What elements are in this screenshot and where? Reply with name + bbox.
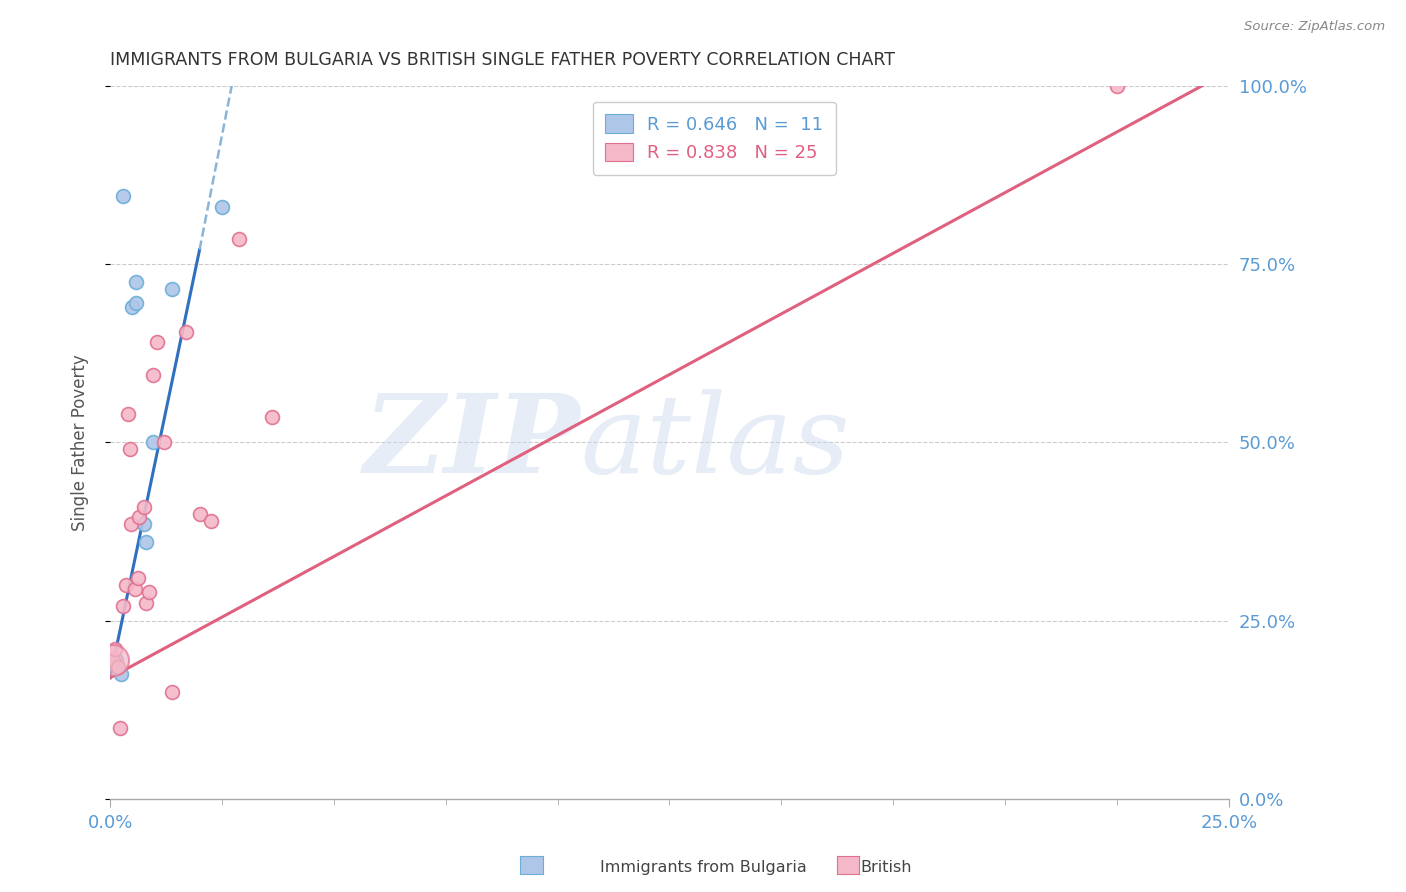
Point bbox=[188, 507, 211, 521]
Point bbox=[160, 282, 183, 296]
Point bbox=[127, 571, 149, 585]
Point bbox=[110, 667, 132, 681]
Point bbox=[107, 660, 129, 674]
Text: ZIP: ZIP bbox=[363, 389, 581, 496]
Point bbox=[262, 410, 284, 425]
Point bbox=[228, 232, 250, 246]
Point bbox=[142, 368, 165, 382]
Point bbox=[124, 582, 146, 596]
Point bbox=[1105, 78, 1128, 93]
Point bbox=[211, 200, 233, 214]
Point bbox=[135, 596, 157, 610]
Point bbox=[152, 435, 174, 450]
Point bbox=[200, 514, 222, 528]
Point bbox=[120, 442, 142, 457]
Text: atlas: atlas bbox=[581, 389, 849, 496]
Point bbox=[135, 535, 157, 549]
Point bbox=[117, 407, 139, 421]
Point bbox=[132, 517, 155, 532]
Point bbox=[146, 335, 169, 350]
Point bbox=[103, 653, 125, 667]
Point bbox=[112, 599, 135, 614]
Point bbox=[120, 517, 142, 532]
Point bbox=[138, 585, 160, 599]
Point bbox=[112, 189, 135, 203]
Legend: R = 0.646   N =  11, R = 0.838   N = 25: R = 0.646 N = 11, R = 0.838 N = 25 bbox=[593, 102, 835, 175]
Point bbox=[114, 578, 136, 592]
Point bbox=[108, 721, 131, 735]
Y-axis label: Single Father Poverty: Single Father Poverty bbox=[72, 354, 89, 531]
Text: British: British bbox=[860, 860, 911, 874]
Text: Immigrants from Bulgaria: Immigrants from Bulgaria bbox=[599, 860, 807, 874]
Point bbox=[128, 510, 150, 524]
Point bbox=[121, 300, 143, 314]
Point bbox=[103, 653, 125, 667]
Point bbox=[125, 275, 148, 289]
Point bbox=[104, 653, 127, 667]
Text: Source: ZipAtlas.com: Source: ZipAtlas.com bbox=[1244, 20, 1385, 33]
Point bbox=[103, 642, 125, 657]
Point bbox=[125, 296, 148, 310]
Point bbox=[174, 325, 197, 339]
Point bbox=[132, 500, 155, 514]
Point bbox=[160, 685, 183, 699]
Point bbox=[142, 435, 165, 450]
Text: IMMIGRANTS FROM BULGARIA VS BRITISH SINGLE FATHER POVERTY CORRELATION CHART: IMMIGRANTS FROM BULGARIA VS BRITISH SING… bbox=[110, 51, 896, 69]
